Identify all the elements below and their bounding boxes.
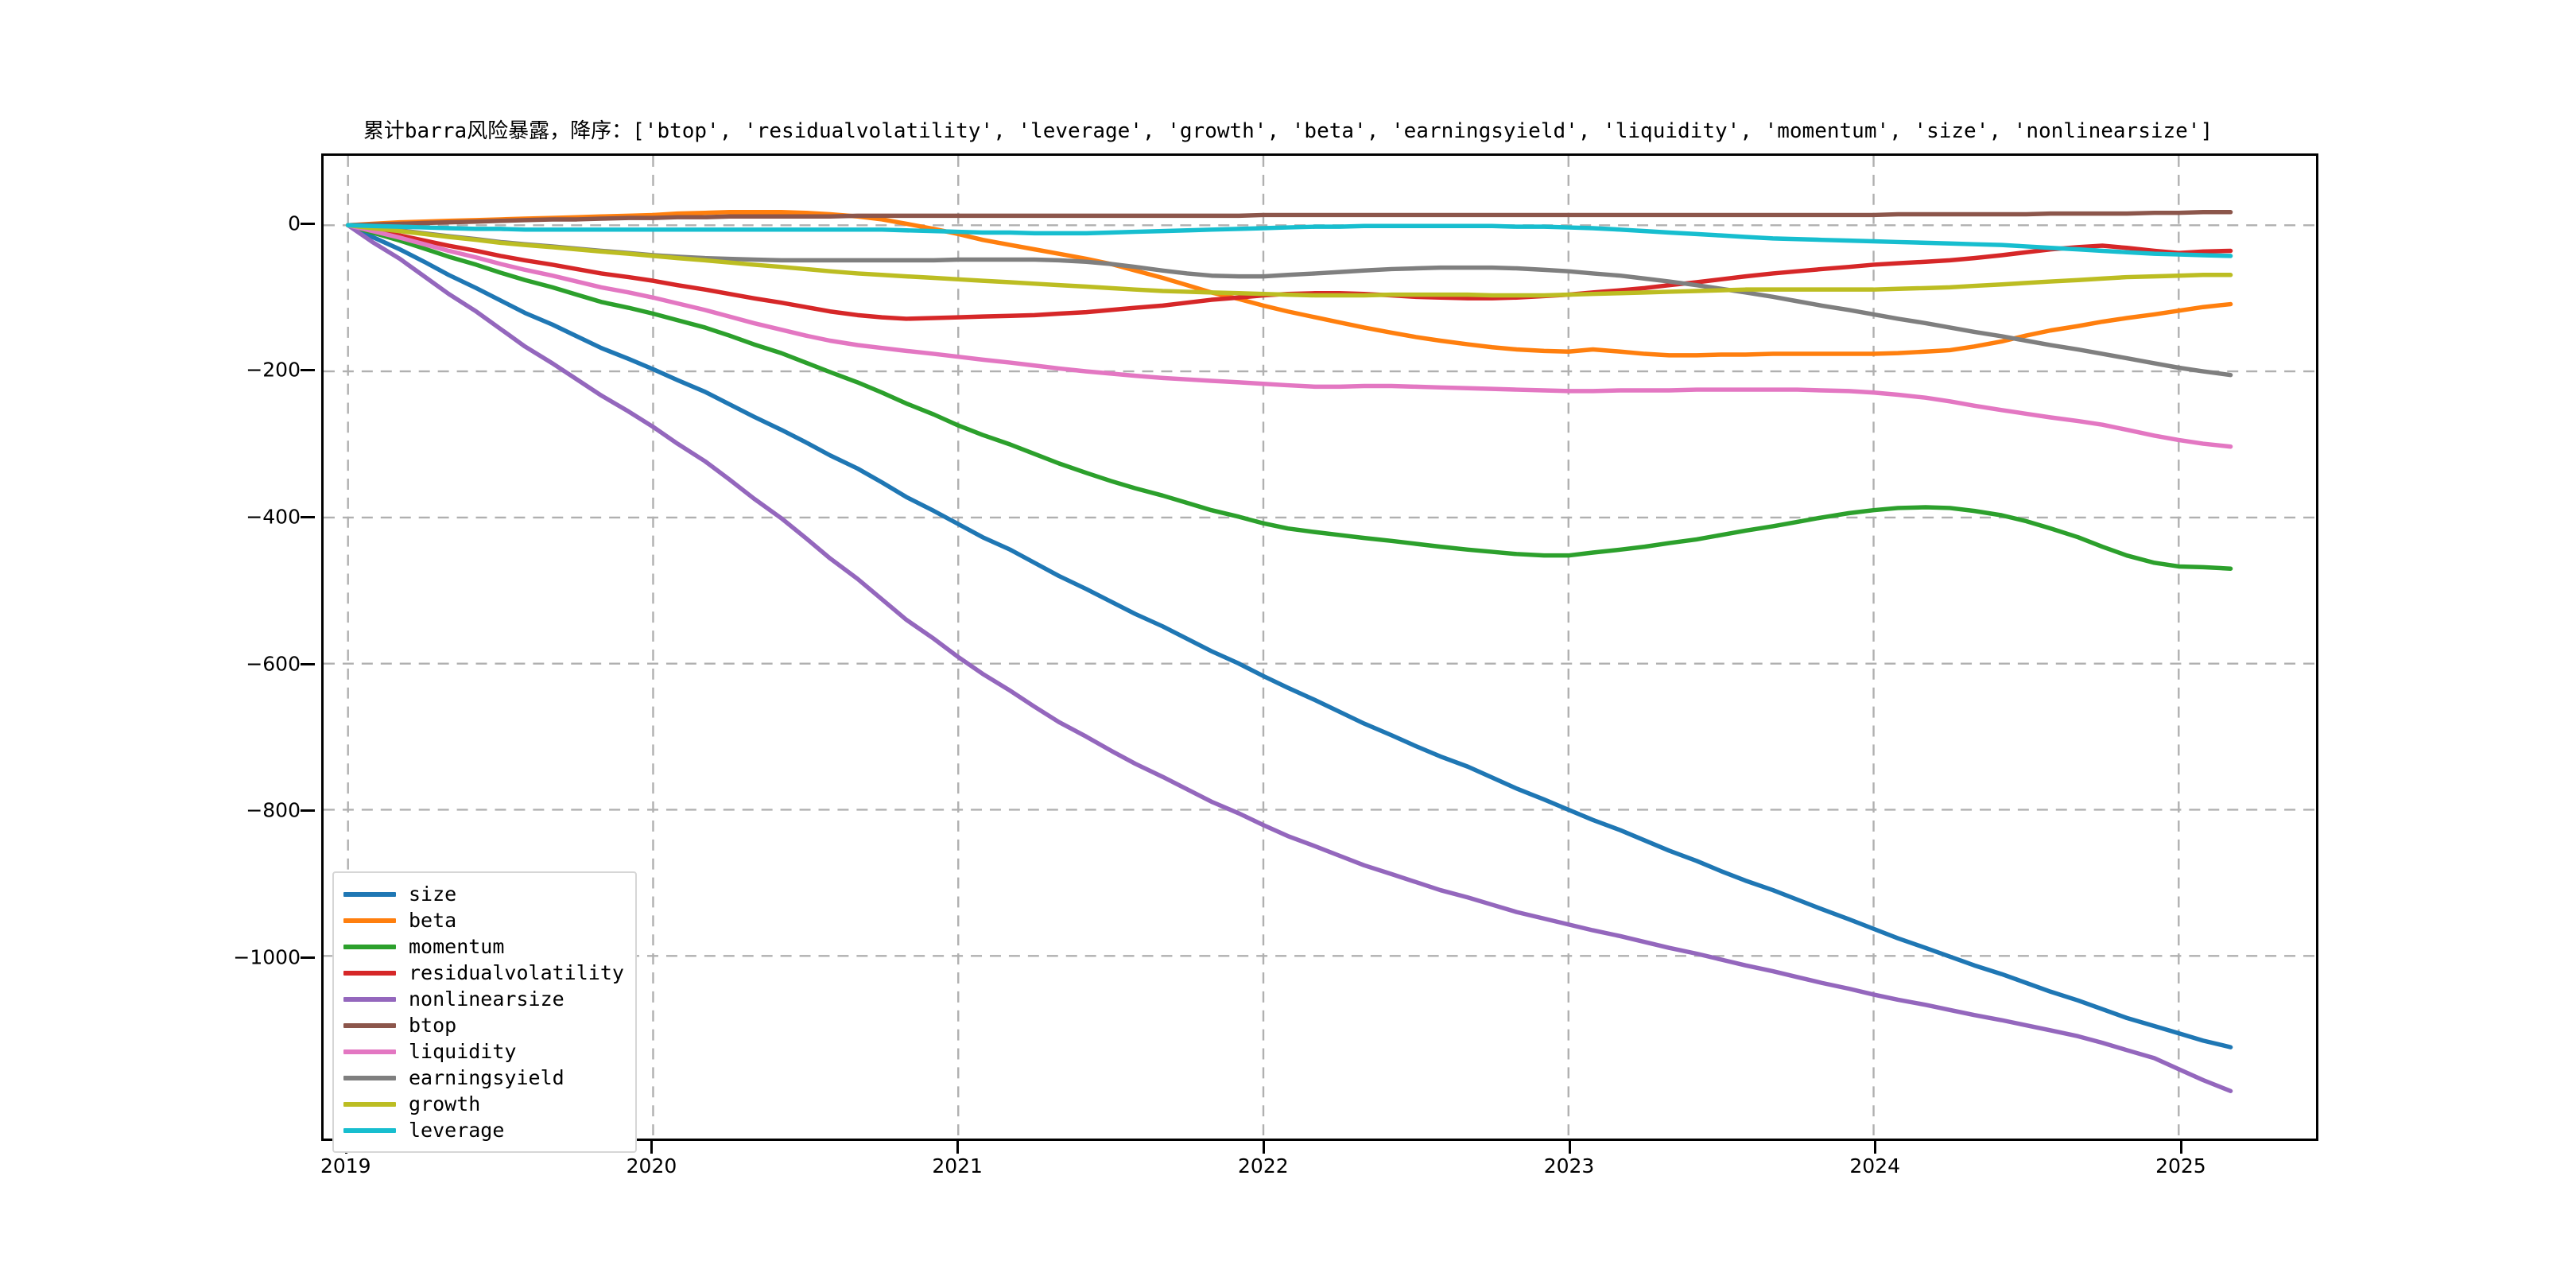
legend-item-size[interactable]: size	[343, 881, 624, 907]
series-lines	[345, 210, 2233, 1094]
y-tick-label: −800	[246, 798, 301, 822]
plot-area	[321, 153, 2318, 1141]
legend-item-label: growth	[409, 1092, 481, 1115]
x-tick-label: 2022	[1238, 1154, 1289, 1177]
legend-item-earningsyield[interactable]: earningsyield	[343, 1065, 624, 1091]
legend-item-label: leverage	[409, 1119, 505, 1142]
series-line-growth	[345, 223, 2233, 298]
x-tick-mark	[956, 1141, 960, 1154]
legend-color-swatch	[343, 1127, 396, 1133]
x-tick-mark	[1874, 1141, 1877, 1154]
x-tick-mark	[1568, 1141, 1571, 1154]
y-tick-mark	[301, 516, 315, 519]
series-line-nonlinearsize	[345, 223, 2233, 1094]
legend-item-growth[interactable]: growth	[343, 1091, 624, 1117]
y-tick-label: −1000	[233, 945, 301, 969]
y-tick-label: −400	[246, 505, 301, 529]
legend-color-swatch	[343, 1022, 396, 1028]
legend-item-label: btop	[409, 1014, 457, 1037]
series-line-earningsyield	[345, 223, 2233, 378]
x-tick-label: 2024	[1849, 1154, 1901, 1177]
legend-item-label: size	[409, 883, 457, 906]
legend-item-label: beta	[409, 909, 457, 932]
legend-color-swatch	[343, 891, 396, 897]
x-tick-label: 2019	[320, 1154, 371, 1177]
legend-item-beta[interactable]: beta	[343, 907, 624, 933]
y-tick-mark	[301, 956, 315, 960]
legend-item-nonlinearsize[interactable]: nonlinearsize	[343, 986, 624, 1012]
legend-item-label: liquidity	[409, 1040, 517, 1063]
series-line-size	[345, 223, 2233, 1049]
legend-item-momentum[interactable]: momentum	[343, 933, 624, 960]
legend-color-swatch	[343, 1075, 396, 1080]
y-tick-mark	[301, 369, 315, 372]
x-tick-label: 2025	[2155, 1154, 2206, 1177]
x-tick-mark	[650, 1141, 654, 1154]
x-tick-mark	[2179, 1141, 2182, 1154]
legend-color-swatch	[343, 944, 396, 949]
x-tick-label: 2020	[626, 1154, 677, 1177]
series-line-beta	[345, 210, 2233, 358]
y-tick-mark	[301, 809, 315, 813]
series-line-residualvolatility	[345, 223, 2233, 321]
series-line-btop	[345, 210, 2233, 228]
series-line-leverage	[345, 223, 2233, 258]
x-tick-mark	[1262, 1141, 1265, 1154]
chart-title: 累计barra风险暴露，降序：['btop', 'residualvolatil…	[363, 119, 2213, 143]
legend-item-btop[interactable]: btop	[343, 1012, 624, 1038]
legend-item-label: earningsyield	[409, 1066, 564, 1089]
legend-item-residualvolatility[interactable]: residualvolatility	[343, 960, 624, 986]
y-tick-mark	[301, 222, 315, 225]
y-tick-mark	[301, 662, 315, 665]
legend-color-swatch	[343, 918, 396, 923]
legend-item-leverage[interactable]: leverage	[343, 1117, 624, 1143]
legend-color-swatch	[343, 1101, 396, 1107]
legend-item-label: momentum	[409, 935, 505, 958]
series-line-momentum	[345, 223, 2233, 571]
legend-item-label: residualvolatility	[409, 961, 624, 984]
series-line-liquidity	[345, 223, 2233, 449]
legend-item-liquidity[interactable]: liquidity	[343, 1038, 624, 1065]
legend-color-swatch	[343, 996, 396, 1002]
y-tick-label: −200	[246, 358, 301, 382]
x-tick-label: 2023	[1543, 1154, 1595, 1177]
y-tick-label: −600	[246, 652, 301, 676]
legend-color-swatch	[343, 970, 396, 976]
y-tick-label: 0	[288, 211, 301, 235]
x-tick-label: 2021	[932, 1154, 983, 1177]
y-axis-tick-labels: 0 −200 −400 −600 −800 −1000	[199, 153, 301, 1141]
legend-item-label: nonlinearsize	[409, 987, 564, 1011]
chart-legend[interactable]: size beta momentum residualvolatility nonlin…	[332, 871, 637, 1153]
legend-color-swatch	[343, 1049, 396, 1054]
